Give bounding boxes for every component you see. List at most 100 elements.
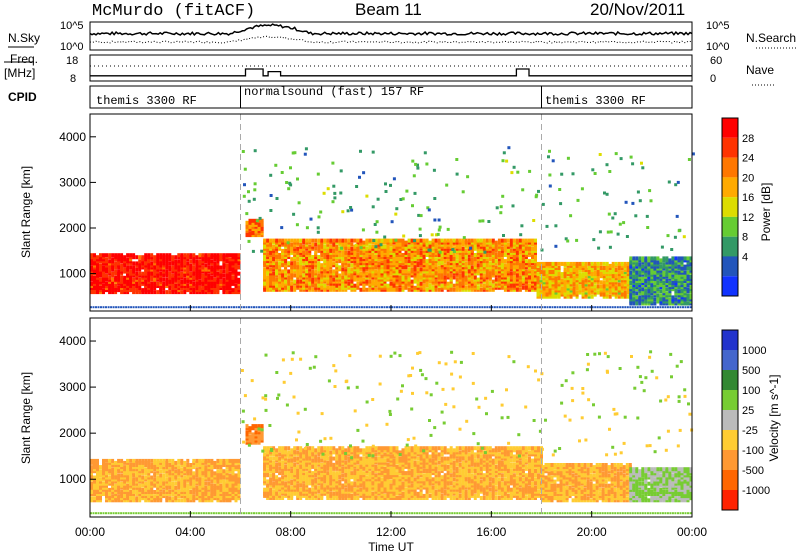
data-cell — [171, 284, 175, 288]
data-cell — [689, 266, 693, 271]
data-cell — [323, 285, 327, 290]
data-cell — [488, 244, 492, 249]
data-cell — [117, 261, 121, 266]
data-cell — [575, 282, 579, 287]
data-cell — [649, 199, 653, 203]
data-cell — [384, 190, 388, 193]
data-cell — [629, 285, 633, 290]
data-cell — [272, 273, 276, 278]
data-cell — [207, 485, 211, 490]
data-cell — [183, 261, 187, 266]
data-cell — [605, 192, 609, 196]
data-cell — [677, 291, 681, 296]
data-cell — [350, 208, 354, 212]
data-cell — [548, 282, 552, 287]
data-cell — [644, 268, 648, 273]
data-cell — [245, 227, 249, 231]
data-cell — [425, 261, 429, 266]
data-cell — [135, 275, 139, 280]
data-cell — [153, 498, 157, 503]
data-cell — [566, 156, 570, 160]
data-cell — [616, 306, 619, 309]
data-cell — [479, 283, 483, 288]
data-cell — [201, 473, 205, 478]
data-cell — [105, 288, 108, 293]
data-cell — [365, 265, 369, 270]
data-cell — [137, 306, 140, 309]
data-cell — [602, 261, 606, 266]
data-cell — [548, 261, 552, 266]
data-cell — [114, 253, 118, 258]
data-cell — [686, 279, 690, 283]
data-cell — [647, 264, 651, 269]
data-cell — [135, 463, 139, 467]
data-cell — [466, 306, 469, 309]
data-cell — [605, 274, 609, 279]
data-cell — [534, 248, 537, 253]
data-cell — [266, 281, 270, 286]
data-cell — [213, 271, 217, 276]
data-cell — [356, 273, 360, 278]
data-cell — [299, 281, 303, 286]
data-cell — [423, 306, 426, 309]
data-cell — [105, 485, 108, 490]
data-cell — [623, 282, 627, 287]
data-cell — [419, 267, 423, 272]
data-cell — [253, 149, 257, 153]
data-cell — [473, 285, 477, 290]
data-cell — [512, 265, 516, 270]
frequency-line — [90, 68, 692, 77]
data-cell — [326, 277, 330, 282]
data-cell — [437, 261, 441, 266]
data-cell — [677, 299, 681, 304]
data-cell — [581, 306, 584, 309]
data-cell — [515, 238, 519, 243]
data-cell — [141, 496, 145, 501]
data-cell — [641, 272, 645, 277]
data-cell — [219, 265, 223, 270]
data-cell — [296, 242, 300, 247]
data-cell — [443, 257, 447, 262]
data-cell — [247, 190, 250, 194]
data-cell — [120, 271, 124, 276]
data-cell — [677, 285, 681, 290]
data-cell — [108, 275, 112, 280]
data-cell — [210, 306, 213, 309]
data-cell — [293, 257, 297, 262]
data-cell — [195, 259, 199, 264]
data-cell — [150, 263, 154, 268]
data-cell — [275, 244, 279, 249]
data-cell — [347, 285, 351, 290]
data-cell — [329, 244, 333, 249]
data-cell — [225, 275, 229, 280]
data-cell — [156, 281, 160, 286]
data-cell — [644, 299, 648, 304]
data-cell — [608, 278, 612, 283]
data-cell — [590, 290, 594, 295]
data-cell — [108, 479, 112, 484]
data-cell — [653, 297, 657, 302]
data-cell — [308, 273, 312, 278]
data-cell — [500, 277, 504, 282]
data-cell — [569, 278, 573, 283]
nsky-label: N.Sky — [8, 31, 40, 45]
data-cell — [210, 458, 214, 463]
data-cell — [509, 277, 513, 282]
data-cell — [174, 259, 178, 264]
data-cell — [237, 257, 241, 262]
data-cell — [305, 253, 309, 257]
data-cell — [407, 259, 411, 264]
data-cell — [195, 263, 199, 268]
data-cell — [204, 498, 208, 503]
data-cell — [305, 269, 309, 274]
data-cell — [174, 263, 178, 268]
data-cell — [132, 477, 136, 482]
data-cell — [399, 198, 403, 201]
data-cell — [295, 306, 298, 309]
data-cell — [683, 295, 687, 300]
data-cell — [120, 284, 124, 288]
data-cell — [129, 467, 133, 472]
data-cell — [269, 173, 273, 177]
data-cell — [578, 274, 582, 279]
data-cell — [653, 260, 657, 265]
